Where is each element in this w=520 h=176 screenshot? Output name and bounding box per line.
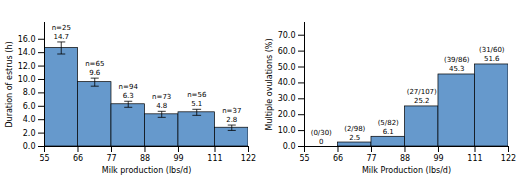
svg-text:(5/82): (5/82) xyxy=(378,119,399,127)
svg-text:n=37: n=37 xyxy=(222,107,241,115)
svg-text:55: 55 xyxy=(299,154,309,163)
svg-text:n=73: n=73 xyxy=(152,93,171,101)
svg-text:16.0: 16.0 xyxy=(18,35,36,44)
svg-text:45.3: 45.3 xyxy=(449,65,465,73)
svg-text:122: 122 xyxy=(501,154,516,163)
svg-text:99: 99 xyxy=(433,154,443,163)
svg-text:51.6: 51.6 xyxy=(484,55,500,63)
svg-text:n=25: n=25 xyxy=(52,24,71,32)
svg-text:(31/60): (31/60) xyxy=(479,46,505,54)
svg-text:14.0: 14.0 xyxy=(18,48,36,57)
svg-text:10.0: 10.0 xyxy=(278,126,296,135)
svg-text:(39/86): (39/86) xyxy=(444,56,470,64)
svg-text:4.0: 4.0 xyxy=(23,115,36,124)
svg-text:122: 122 xyxy=(241,154,256,163)
svg-text:Milk Production (lbs/d): Milk Production (lbs/d) xyxy=(362,166,451,175)
svg-text:2.8: 2.8 xyxy=(226,116,237,124)
svg-text:n=65: n=65 xyxy=(85,60,104,68)
svg-text:0: 0 xyxy=(319,138,323,146)
svg-text:70.0: 70.0 xyxy=(278,31,296,40)
svg-text:4.8: 4.8 xyxy=(156,102,167,110)
svg-text:111: 111 xyxy=(467,154,482,163)
svg-text:Milk production (lbs/d): Milk production (lbs/d) xyxy=(102,166,192,175)
svg-text:50.0: 50.0 xyxy=(278,63,296,72)
svg-text:14.7: 14.7 xyxy=(53,33,69,41)
svg-text:(0/30): (0/30) xyxy=(311,129,332,137)
svg-text:Duration of estrus (h): Duration of estrus (h) xyxy=(5,41,14,127)
svg-text:10.0: 10.0 xyxy=(18,75,36,84)
svg-text:30.0: 30.0 xyxy=(278,94,296,103)
svg-text:99: 99 xyxy=(173,154,183,163)
svg-text:0.0: 0.0 xyxy=(283,142,296,151)
svg-text:Multiple ovulations (%): Multiple ovulations (%) xyxy=(265,38,274,130)
svg-text:88: 88 xyxy=(140,154,150,163)
svg-text:66: 66 xyxy=(73,154,83,163)
svg-text:55: 55 xyxy=(39,154,49,163)
svg-text:6.3: 6.3 xyxy=(123,92,134,100)
svg-text:77: 77 xyxy=(366,154,376,163)
svg-text:n=56: n=56 xyxy=(187,91,207,99)
svg-text:n=94: n=94 xyxy=(119,83,139,91)
svg-text:66: 66 xyxy=(333,154,343,163)
svg-text:111: 111 xyxy=(207,154,222,163)
svg-text:20.0: 20.0 xyxy=(278,110,296,119)
svg-text:40.0: 40.0 xyxy=(278,78,296,87)
svg-text:88: 88 xyxy=(400,154,410,163)
svg-text:6.1: 6.1 xyxy=(383,128,394,136)
svg-text:6.0: 6.0 xyxy=(23,102,36,111)
svg-text:25.2: 25.2 xyxy=(414,97,430,105)
svg-text:9.6: 9.6 xyxy=(89,69,101,77)
svg-text:60.0: 60.0 xyxy=(278,47,296,56)
svg-text:2.5: 2.5 xyxy=(349,134,360,142)
svg-text:12.0: 12.0 xyxy=(18,62,36,71)
svg-text:5.1: 5.1 xyxy=(191,100,202,108)
svg-text:77: 77 xyxy=(106,154,116,163)
svg-text:(2/98): (2/98) xyxy=(344,125,365,133)
svg-text:0.0: 0.0 xyxy=(23,142,36,151)
svg-text:8.0: 8.0 xyxy=(23,88,36,97)
svg-text:(27/107): (27/107) xyxy=(407,88,437,96)
svg-text:2.0: 2.0 xyxy=(23,129,36,138)
